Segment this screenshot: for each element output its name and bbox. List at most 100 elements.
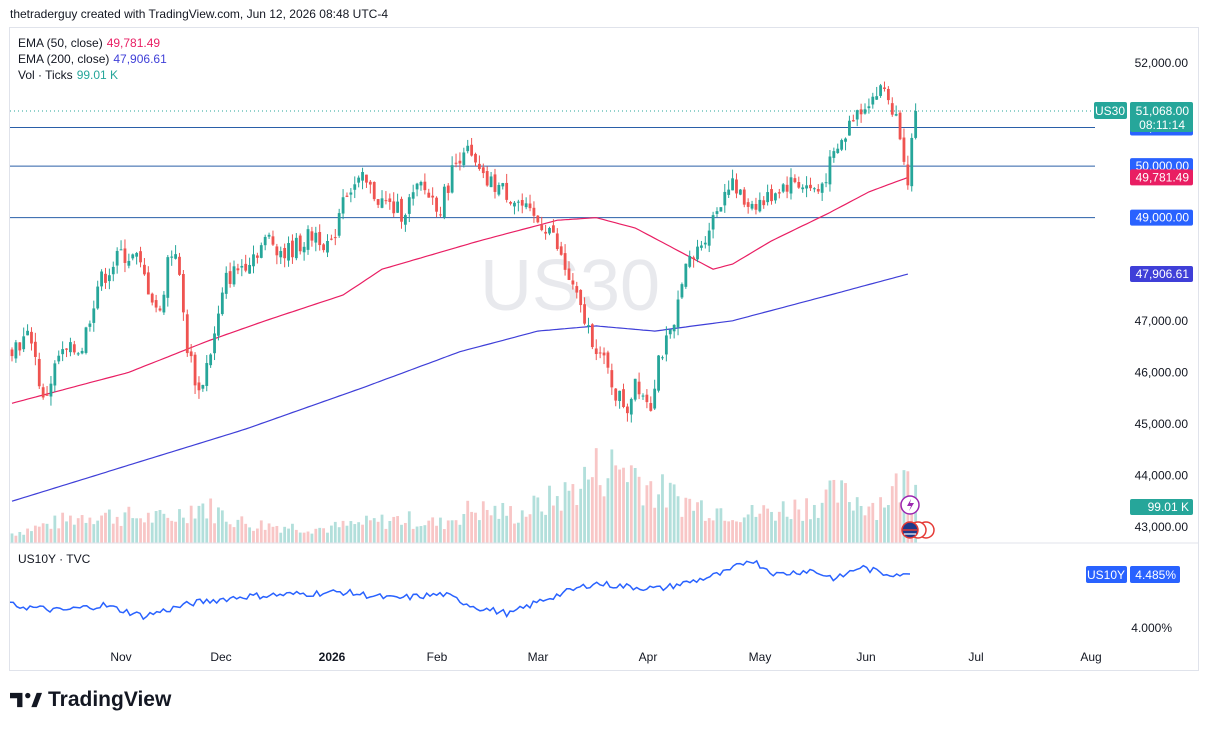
- volume-bar: [824, 489, 828, 543]
- candle: [661, 355, 664, 361]
- volume-bar: [489, 515, 493, 543]
- candle: [583, 297, 586, 326]
- candle: [217, 305, 220, 341]
- candle: [727, 180, 731, 198]
- volume-bar: [890, 486, 894, 543]
- price-tick-label: 44,000.00: [1135, 468, 1189, 482]
- volume-bar: [396, 516, 400, 543]
- volume-bar: [135, 518, 139, 543]
- candle: [754, 197, 758, 215]
- volume-bar: [766, 508, 770, 543]
- volume-bar: [474, 512, 477, 543]
- candle: [224, 266, 228, 299]
- candle: [664, 326, 668, 362]
- volume-bar: [820, 502, 824, 543]
- volume-bar: [505, 515, 509, 543]
- lower-pane-title[interactable]: US10Y · TVC: [18, 551, 90, 567]
- candle: [170, 250, 174, 266]
- volume-bar: [65, 521, 68, 543]
- volume-bar: [478, 520, 481, 543]
- candle: [26, 324, 29, 336]
- candle: [61, 341, 65, 362]
- volume-bar: [855, 497, 859, 543]
- volume-bar: [661, 474, 664, 543]
- volume-bar: [442, 529, 446, 543]
- candle: [567, 261, 571, 281]
- us10y-value-text: 4.485%: [1135, 568, 1176, 582]
- candle: [809, 177, 812, 192]
- us10y-value-badge: [1130, 566, 1180, 583]
- time-axis-label: Nov: [110, 650, 131, 664]
- candle: [590, 323, 594, 350]
- volume-bar: [400, 524, 403, 543]
- candle: [53, 360, 57, 393]
- horizontal-levels: [10, 126, 1095, 219]
- volume-bar: [357, 522, 361, 543]
- candle: [485, 166, 489, 187]
- candle: [528, 194, 532, 212]
- volume-bar: [185, 523, 189, 543]
- candle: [450, 156, 454, 194]
- candle: [766, 184, 770, 206]
- candle: [22, 327, 26, 353]
- volume-bar: [96, 520, 100, 543]
- volume-bar: [898, 502, 902, 543]
- candle: [516, 199, 520, 212]
- candle: [618, 390, 622, 409]
- us10y-series-line: [9, 559, 911, 621]
- candle: [37, 352, 41, 389]
- volume-bar: [143, 522, 146, 543]
- candle: [275, 243, 279, 265]
- candle: [139, 246, 142, 268]
- volume-bar: [676, 496, 680, 543]
- price-tick-label: 47,000.00: [1135, 314, 1189, 328]
- volume-bar: [76, 518, 80, 543]
- countdown-text: 08:11:14: [1139, 118, 1185, 132]
- legend-ema50[interactable]: EMA (50, close) 49,781.49: [18, 35, 160, 51]
- candle: [692, 255, 696, 268]
- volume-bar: [275, 525, 279, 543]
- volume-bar: [450, 520, 454, 543]
- volume-bar: [863, 515, 867, 543]
- time-axis: Nov Dec 2026 Feb Mar Apr May Jun Jul Aug: [110, 650, 1101, 664]
- candle: [828, 150, 832, 192]
- volume-bar: [146, 512, 150, 543]
- volume-bar: [633, 467, 637, 543]
- candle: [400, 196, 403, 229]
- candle: [115, 247, 119, 274]
- candle: [365, 174, 368, 188]
- volume-bar: [384, 528, 388, 543]
- candle: [248, 257, 251, 274]
- candle: [419, 180, 423, 191]
- candle: [361, 167, 364, 190]
- tradingview-logo-icon: [10, 692, 42, 708]
- legend-ema200[interactable]: EMA (200, close) 47,906.61: [18, 51, 167, 67]
- volume-bar: [777, 511, 781, 543]
- volume-bar: [637, 476, 641, 543]
- volume-bar: [115, 516, 119, 543]
- candle: [559, 241, 563, 256]
- candle: [801, 184, 805, 193]
- last-price-text: 51,068.00: [1136, 104, 1190, 118]
- candle: [396, 193, 400, 214]
- volume-bar: [731, 520, 734, 543]
- volume-bar: [812, 504, 816, 543]
- volume-bar: [170, 520, 174, 543]
- volume-bar: [435, 525, 438, 543]
- time-axis-label: Aug: [1080, 650, 1101, 664]
- ema200-line: [11, 273, 909, 502]
- candle: [575, 281, 579, 299]
- volume-bar: [88, 517, 92, 543]
- volume-bar: [774, 520, 777, 543]
- candle: [193, 352, 197, 394]
- candle: [797, 176, 801, 189]
- volume-bar: [614, 465, 618, 543]
- volume-bar: [894, 473, 898, 543]
- ema50-line: [11, 176, 909, 404]
- legend-vol[interactable]: Vol · Ticks 99.01 K: [18, 67, 118, 83]
- candle: [563, 244, 567, 276]
- candle: [657, 354, 660, 393]
- candle: [723, 183, 727, 213]
- tradingview-logo[interactable]: TradingView: [10, 688, 171, 712]
